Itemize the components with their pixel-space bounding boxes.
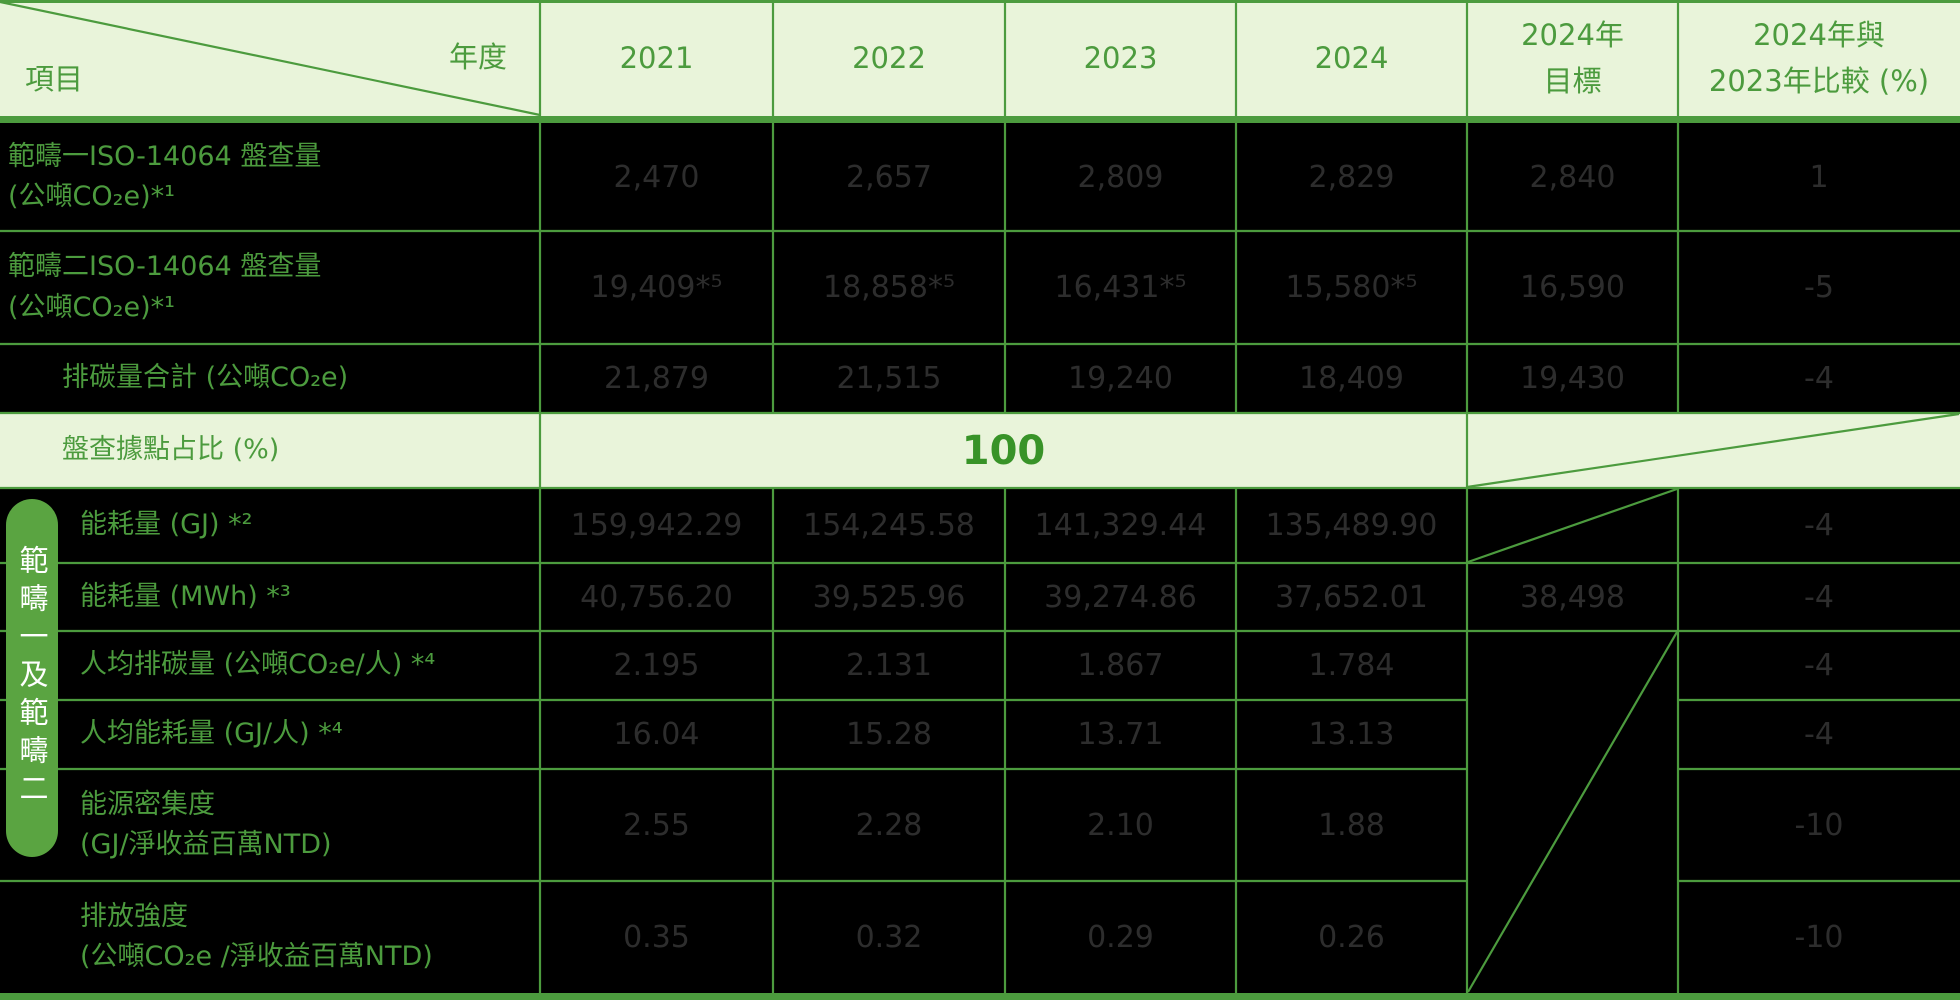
- total-target: 19,430: [1520, 361, 1625, 396]
- row-label-site-coverage: 盤查據點占比 (%): [62, 434, 280, 466]
- row-label-per-capita-energy: 人均能耗量 (GJ/人) *⁴: [80, 718, 343, 750]
- header-col-2021: 2021: [619, 40, 694, 75]
- row-label-per-capita-carbon: 人均排碳量 (公噸CO₂e/人) *⁴: [80, 649, 436, 681]
- energy-intensity-2021: 2.55: [623, 807, 690, 843]
- scope1-and-scope2-side-label: 範疇一及範疇二: [15, 545, 49, 811]
- total-2023: 19,240: [1068, 361, 1173, 396]
- energy-gj-2024: 135,489.90: [1265, 508, 1438, 543]
- site-coverage-value: 100: [961, 427, 1046, 474]
- total-2024: 18,409: [1299, 361, 1404, 396]
- scope2-2022: 18,858*⁵: [823, 270, 955, 305]
- energy-intensity-2024: 1.88: [1318, 807, 1385, 843]
- per-capita-energy-2024: 13.13: [1308, 717, 1395, 752]
- energy-gj-2023: 141,329.44: [1034, 508, 1207, 543]
- emission-intensity-compare: -10: [1794, 919, 1844, 955]
- row-label-energy-mwh: 能耗量 (MWh) *³: [80, 580, 291, 612]
- per-capita-energy-compare: -4: [1804, 717, 1834, 752]
- scope1-2024: 2,829: [1308, 159, 1395, 195]
- emission-intensity-2022: 0.32: [855, 919, 923, 955]
- scope2-target: 16,590: [1520, 270, 1625, 305]
- scope1-compare: 1: [1809, 159, 1829, 195]
- per-capita-energy-2023: 13.71: [1077, 717, 1164, 752]
- scope1-2021: 2,470: [613, 159, 700, 195]
- energy-gj-compare: -4: [1804, 508, 1834, 543]
- header-col-2024: 2024: [1314, 40, 1389, 75]
- per-capita-energy-2021: 16.04: [613, 717, 700, 752]
- emission-intensity-2024: 0.26: [1318, 919, 1385, 955]
- header-col-2022: 2022: [852, 40, 926, 75]
- per-capita-carbon-2021: 2.195: [613, 648, 700, 683]
- total-2022: 21,515: [836, 361, 942, 396]
- energy-intensity-compare: -10: [1794, 807, 1844, 843]
- row-label-scope2: 範疇二ISO-14064 盤查量 (公噸CO₂e)*¹: [8, 251, 322, 323]
- energy-mwh-2023: 39,274.86: [1044, 579, 1197, 615]
- per-capita-energy-2022: 15.28: [846, 717, 932, 752]
- per-capita-carbon-2023: 1.867: [1077, 648, 1164, 683]
- emission-intensity-2023: 0.29: [1087, 919, 1154, 955]
- per-capita-carbon-2022: 2.131: [846, 648, 932, 683]
- per-capita-carbon-2024: 1.784: [1308, 648, 1395, 683]
- header-year-label: 年度: [448, 40, 507, 74]
- energy-mwh-2022: 39,525.96: [812, 579, 966, 615]
- row-label-emission-intensity: 排放強度 (公噸CO₂e /淨收益百萬NTD): [80, 900, 433, 973]
- energy-mwh-target: 38,498: [1520, 579, 1625, 615]
- scope1-target: 2,840: [1529, 159, 1616, 195]
- row-label-energy-intensity: 能源密集度 (GJ/淨收益百萬NTD): [80, 788, 332, 861]
- total-compare: -4: [1804, 361, 1834, 396]
- scope2-2021: 19,409*⁵: [590, 270, 723, 305]
- energy-intensity-2022: 2.28: [855, 807, 923, 843]
- per-capita-carbon-compare: -4: [1804, 648, 1834, 683]
- scope2-2024: 15,580*⁵: [1285, 270, 1418, 305]
- header-col-2024-vs-2023: 2024年與 2023年比較 (%): [1708, 17, 1930, 98]
- row-label-energy-gj: 能耗量 (GJ) *²: [80, 509, 253, 541]
- scope2-compare: -5: [1804, 270, 1834, 305]
- energy-gj-2022: 154,245.58: [803, 508, 975, 543]
- emission-intensity-2021: 0.35: [623, 919, 690, 955]
- scope2-2023: 16,431*⁵: [1054, 270, 1187, 305]
- header-col-2023: 2023: [1083, 40, 1158, 75]
- scope1-and-scope2-side-badge: 範疇一及範疇二: [6, 499, 58, 857]
- total-2021: 21,879: [604, 361, 709, 396]
- row-label-total-emissions: 排碳量合計 (公噸CO₂e): [62, 362, 349, 394]
- header-item-label: 項目: [25, 62, 84, 96]
- energy-gj-2021: 159,942.29: [570, 508, 743, 543]
- energy-mwh-compare: -4: [1804, 579, 1834, 615]
- header-col-2024-target: 2024年 目標: [1521, 17, 1624, 98]
- scope1-2023: 2,809: [1077, 159, 1164, 195]
- energy-mwh-2021: 40,756.20: [580, 579, 733, 615]
- energy-intensity-2023: 2.10: [1087, 807, 1154, 843]
- row-label-scope1: 範疇一ISO-14064 盤查量 (公噸CO₂e)*¹: [8, 140, 322, 213]
- energy-mwh-2024: 37,652.01: [1275, 579, 1428, 615]
- scope1-2022: 2,657: [846, 159, 932, 195]
